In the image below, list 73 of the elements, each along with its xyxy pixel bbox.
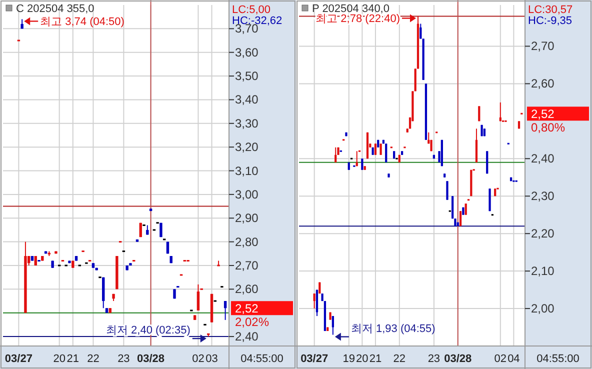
- x-tick-label: 03/28: [444, 353, 472, 365]
- candlestick: [451, 196, 454, 220]
- y-tick-label: 2,20: [531, 226, 555, 241]
- y-tick-label: 2,60: [235, 282, 259, 296]
- candlestick: [34, 256, 37, 266]
- x-tick-label: 22: [393, 353, 406, 365]
- candlestick: [414, 68, 416, 92]
- candlestick: [446, 180, 448, 200]
- candlestick: [316, 289, 318, 317]
- candlestick: [224, 300, 227, 320]
- x-tick-label: 20: [356, 353, 368, 365]
- candlestick: [459, 210, 462, 227]
- y-tick-label: 2,00: [531, 302, 555, 316]
- x-tick-label: 23: [428, 353, 440, 365]
- candlestick: [475, 128, 478, 163]
- x-tick-label: 03/27: [4, 353, 32, 365]
- text: LC:5,00: [232, 4, 271, 16]
- text: 2,52: [235, 302, 259, 316]
- text: 04:55:00: [536, 353, 580, 365]
- candlestick: [464, 203, 467, 216]
- candlestick: [196, 284, 200, 311]
- text: LC:30,57: [528, 4, 573, 16]
- text: 2,02%: [235, 315, 270, 330]
- y-tick-label: 3,40: [235, 92, 259, 107]
- candlestick: [332, 316, 334, 336]
- chart-title: P 202504 340,0: [312, 3, 390, 15]
- candlestick: [334, 146, 337, 163]
- x-tick-label: 19: [342, 353, 356, 365]
- text: HC:-32,62: [232, 15, 282, 27]
- candlestick: [361, 158, 364, 170]
- x-tick-label: 02: [494, 353, 507, 365]
- y-tick-label: 2,40: [531, 152, 555, 166]
- x-tick-label: 04: [508, 353, 520, 365]
- y-tick-label: 2,30: [531, 189, 555, 204]
- y-tick-label: 2,70: [235, 258, 259, 272]
- text: HC:-9,35: [528, 15, 572, 27]
- y-tick-label: 3,00: [235, 187, 259, 202]
- candlestick: [420, 23, 422, 40]
- annotation: 최고 2,78 (22:40): [316, 13, 400, 26]
- y-tick-label: 3,20: [235, 140, 259, 154]
- x-tick-label: 03/28: [137, 353, 165, 365]
- candlestick: [486, 150, 488, 174]
- annotation: 최저 1,93 (04:55): [350, 322, 436, 335]
- x-tick-label: 22: [87, 353, 100, 365]
- candlestick: [488, 188, 491, 212]
- y-tick-label: 2,60: [531, 76, 555, 91]
- candlestick: [374, 143, 377, 156]
- y-tick-label: 3,60: [235, 45, 259, 60]
- y-tick-label: 3,10: [235, 164, 259, 178]
- annotation: 최고 3,74 (04:50): [40, 16, 124, 28]
- x-tick-label: 23: [118, 353, 130, 365]
- y-tick-label: 2,80: [235, 234, 259, 249]
- y-tick-label: 3,50: [235, 69, 259, 84]
- candlestick: [385, 143, 388, 163]
- y-tick-label: 2,40: [235, 330, 259, 344]
- y-tick-label: 2,70: [531, 39, 555, 54]
- text: 04:55:00: [240, 353, 284, 365]
- x-tick-label: 03: [206, 353, 218, 365]
- candlestick: [313, 293, 316, 310]
- x-tick-label: 20: [53, 353, 66, 365]
- y-tick-label: 3,30: [235, 116, 259, 130]
- chart-title: C 202504 355,0: [16, 3, 94, 15]
- x-tick-label: 02: [192, 353, 204, 365]
- y-tick-label: 2,10: [531, 264, 555, 278]
- x-tick-label: 21: [66, 353, 80, 365]
- text: 0,80%: [531, 120, 566, 135]
- text: 2,52: [531, 107, 555, 122]
- x-tick-label: 03/27: [300, 353, 328, 365]
- x-tick-label: 21: [369, 353, 382, 365]
- y-tick-label: 2,90: [235, 211, 259, 226]
- candlestick: [380, 143, 382, 156]
- candlestick: [478, 106, 480, 122]
- candlestick: [102, 276, 105, 309]
